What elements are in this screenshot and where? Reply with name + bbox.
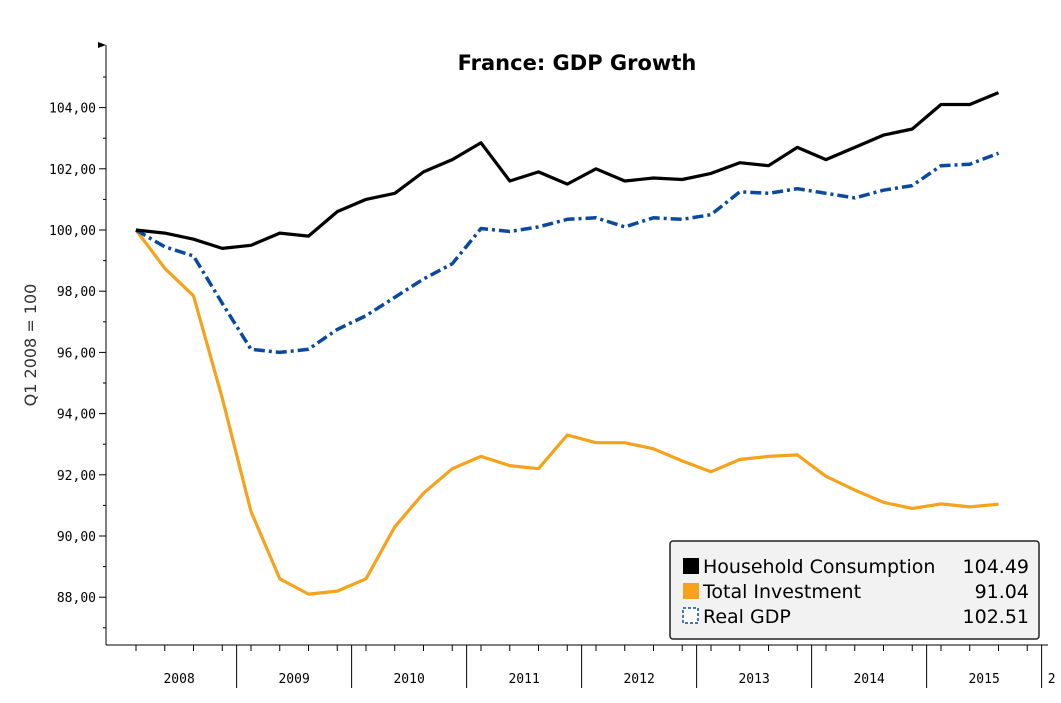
x-year-label: 2 <box>1048 672 1056 687</box>
y-axis-arrow <box>98 42 106 48</box>
x-year-label: 2012 <box>623 672 654 687</box>
legend-swatch-real-gdp <box>682 607 699 624</box>
legend-box <box>669 540 1040 640</box>
x-year-label: 2015 <box>968 672 999 687</box>
y-tick-label: 104,00 <box>49 102 96 117</box>
legend-swatch-total-investment <box>683 583 699 599</box>
y-tick-label: 96,00 <box>57 346 96 361</box>
x-year-label: 2014 <box>853 672 884 687</box>
x-year-label: 2013 <box>738 672 769 687</box>
series-lines <box>134 91 1000 596</box>
series-line-real-gdp <box>135 151 1000 355</box>
x-year-label: 2008 <box>163 672 194 687</box>
x-year-label: 2010 <box>393 672 424 687</box>
y-tick-label: 92,00 <box>57 469 96 484</box>
y-axis-title: Q1 2008 = 100 <box>21 284 40 407</box>
x-year-label: 2011 <box>508 672 539 687</box>
series-line-total-investment <box>134 229 999 596</box>
legend-value-total-investment: 91.04 <box>975 581 1029 603</box>
legend-label-household-consumption: Household Consumption <box>703 556 935 578</box>
series-line-household-consumption <box>135 91 1000 250</box>
chart-title: France: GDP Growth <box>458 51 697 75</box>
legend-label-total-investment: Total Investment <box>702 581 861 603</box>
legend-value-household-consumption: 104.49 <box>963 556 1029 578</box>
legend-label-real-gdp: Real GDP <box>703 606 791 628</box>
y-tick-label: 88,00 <box>57 591 96 606</box>
y-tick-label: 90,00 <box>57 530 96 545</box>
axes: 88,00 90,00 92,00 94,00 96,00 98,00 100,00 102,… <box>49 42 1056 688</box>
legend: Household Consumption 104.49 Total Investm… <box>669 540 1040 640</box>
legend-value-real-gdp: 102.51 <box>963 606 1029 628</box>
legend-swatch-household-consumption <box>683 558 699 574</box>
y-tick-label: 100,00 <box>49 224 96 239</box>
y-tick-label: 102,00 <box>49 163 96 178</box>
y-tick-label: 94,00 <box>57 408 96 423</box>
x-year-label: 2009 <box>278 672 309 687</box>
y-tick-label: 98,00 <box>57 285 96 300</box>
